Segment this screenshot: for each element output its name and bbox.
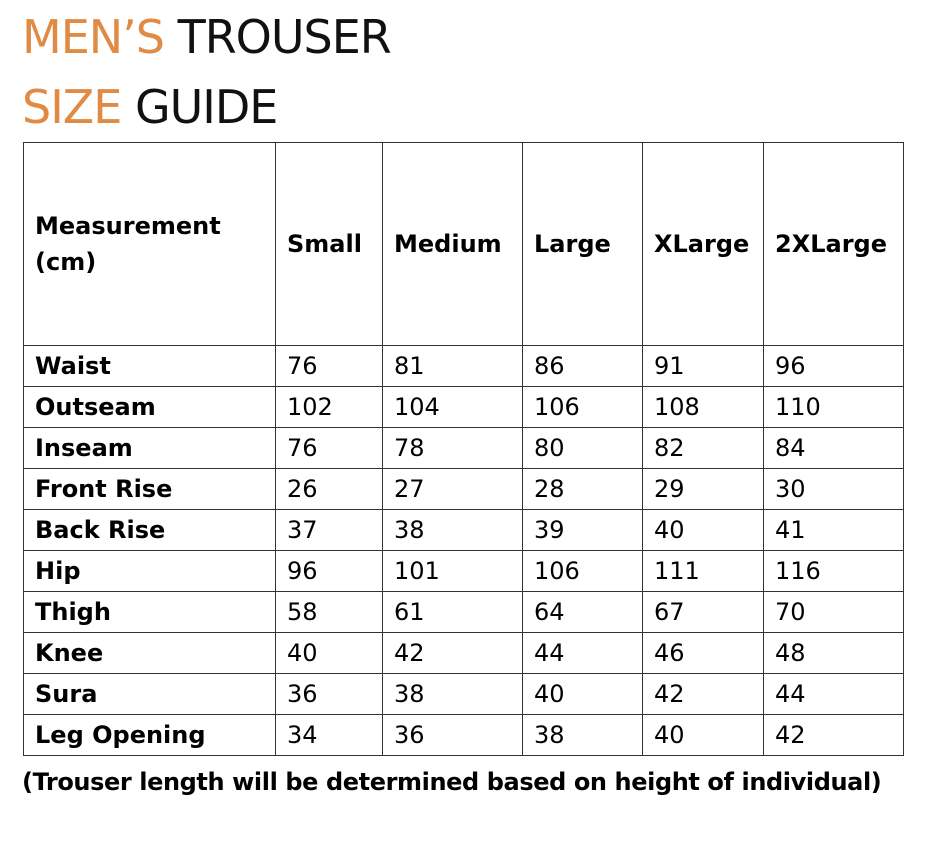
table-row: Inseam 76 78 80 82 84 [23,427,904,469]
header-measurement: Measurement (cm) [23,142,276,346]
table-row: Sura 36 38 40 42 44 [23,673,904,715]
table-cell: 37 [275,509,383,551]
table-cell: 102 [275,386,383,428]
table-row: Back Rise 37 38 39 40 41 [23,509,904,551]
table-cell: 58 [275,591,383,633]
table-cell: 67 [642,591,764,633]
header-size: Small [275,142,383,346]
table-cell: 44 [522,632,643,674]
table-cell: 96 [275,550,383,592]
table-row: Leg Opening 34 36 38 40 42 [23,714,904,756]
table-cell: 80 [522,427,643,469]
table-cell: 42 [763,714,904,756]
table-header-row: Measurement (cm) Small Medium Large XLar… [23,142,904,346]
row-label: Inseam [23,427,276,469]
table-cell: 42 [642,673,764,715]
table-cell: 70 [763,591,904,633]
table-cell: 42 [382,632,523,674]
table-cell: 86 [522,345,643,387]
row-label: Thigh [23,591,276,633]
table-cell: 40 [642,714,764,756]
table-cell: 39 [522,509,643,551]
table-row: Front Rise 26 27 28 29 30 [23,468,904,510]
table-cell: 44 [763,673,904,715]
table-cell: 29 [642,468,764,510]
table-cell: 101 [382,550,523,592]
table-cell: 111 [642,550,764,592]
table-cell: 84 [763,427,904,469]
table-cell: 96 [763,345,904,387]
header-size: XLarge [642,142,764,346]
size-guide-table: Measurement (cm) Small Medium Large XLar… [23,142,904,756]
table-cell: 36 [382,714,523,756]
table-cell: 104 [382,386,523,428]
page-title-line-1: MEN’S TROUSER [22,14,392,60]
page-title-line-2: SIZE GUIDE [22,84,278,130]
table-cell: 36 [275,673,383,715]
table-cell: 30 [763,468,904,510]
table-cell: 76 [275,345,383,387]
table-cell: 38 [382,673,523,715]
title-trouser: TROUSER [177,10,392,64]
table-cell: 106 [522,386,643,428]
table-row: Hip 96 101 106 111 116 [23,550,904,592]
table-cell: 108 [642,386,764,428]
table-body: Waist 76 81 86 91 96 Outseam 102 104 106 108 110 Ins… [23,345,904,756]
table-cell: 64 [522,591,643,633]
table-cell: 48 [763,632,904,674]
table-row: Waist 76 81 86 91 96 [23,345,904,387]
row-label: Front Rise [23,468,276,510]
row-label: Knee [23,632,276,674]
row-label: Outseam [23,386,276,428]
header-size: Large [522,142,643,346]
row-label: Hip [23,550,276,592]
table-cell: 27 [382,468,523,510]
table-cell: 26 [275,468,383,510]
table-cell: 46 [642,632,764,674]
table-row: Thigh 58 61 64 67 70 [23,591,904,633]
table-cell: 82 [642,427,764,469]
table-cell: 76 [275,427,383,469]
table-cell: 38 [522,714,643,756]
table-cell: 78 [382,427,523,469]
title-guide: GUIDE [134,80,278,134]
table-cell: 40 [275,632,383,674]
table-cell: 38 [382,509,523,551]
table-cell: 116 [763,550,904,592]
header-size: Medium [382,142,523,346]
table-cell: 61 [382,591,523,633]
row-label: Waist [23,345,276,387]
table-cell: 41 [763,509,904,551]
table-cell: 91 [642,345,764,387]
table-row: Knee 40 42 44 46 48 [23,632,904,674]
row-label: Sura [23,673,276,715]
table-cell: 110 [763,386,904,428]
footnote: (Trouser length will be determined based… [22,768,882,796]
row-label: Back Rise [23,509,276,551]
table-cell: 81 [382,345,523,387]
row-label: Leg Opening [23,714,276,756]
table-cell: 40 [522,673,643,715]
table-cell: 28 [522,468,643,510]
title-accent-mens: MEN’S [22,10,165,64]
table-cell: 106 [522,550,643,592]
table-cell: 40 [642,509,764,551]
header-size: 2XLarge [763,142,904,346]
title-accent-size: SIZE [22,80,122,134]
table-row: Outseam 102 104 106 108 110 [23,386,904,428]
table-cell: 34 [275,714,383,756]
